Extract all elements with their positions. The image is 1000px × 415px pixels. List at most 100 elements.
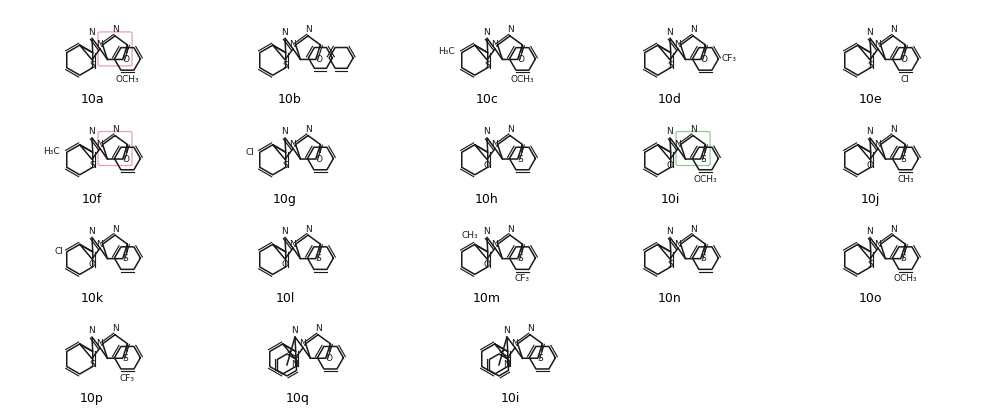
Text: N: N [282,28,288,37]
Text: S: S [123,354,128,363]
Text: S: S [89,360,95,369]
Text: N: N [690,125,696,134]
Text: N: N [484,227,490,236]
Text: S: S [867,261,873,269]
Text: H₃C: H₃C [438,47,454,56]
Text: N: N [96,40,103,49]
Text: N: N [89,28,95,37]
Text: 10l: 10l [275,293,295,305]
Text: S: S [867,61,873,70]
Text: N: N [690,25,696,34]
Text: O: O [316,55,323,64]
Text: O: O [281,261,288,269]
Text: N: N [874,40,881,49]
Text: N: N [674,40,681,49]
Text: N: N [507,225,513,234]
Text: S: S [484,61,490,70]
Text: N: N [674,140,681,149]
Text: N: N [667,227,673,236]
Text: N: N [507,125,513,134]
Text: 10e: 10e [858,93,882,106]
Text: S: S [316,254,321,263]
Text: N: N [527,324,533,333]
Text: 10g: 10g [273,193,297,206]
Text: S: S [282,61,288,70]
Text: CF₃: CF₃ [721,54,736,63]
Text: N: N [491,40,498,49]
Text: N: N [690,225,696,234]
Text: N: N [299,339,306,348]
Text: N: N [282,227,288,236]
Text: CF₃: CF₃ [120,374,135,383]
Text: N: N [491,140,498,149]
Text: N: N [96,239,103,249]
Text: 10q: 10q [286,392,310,405]
Text: N: N [867,28,873,37]
Text: N: N [96,140,103,149]
Text: N: N [890,25,896,34]
Text: O: O [701,55,708,64]
Text: 10o: 10o [858,293,882,305]
Text: O: O [666,161,673,170]
Text: O: O [123,55,130,64]
Text: S: S [701,254,706,263]
Text: S: S [282,161,288,170]
Text: S: S [701,154,706,164]
Text: N: N [305,225,311,234]
Text: S: S [89,61,95,70]
Text: N: N [874,140,881,149]
Text: N: N [484,127,490,136]
Text: N: N [289,140,296,149]
Text: N: N [504,360,510,369]
Text: CH₃: CH₃ [462,232,479,240]
Text: N: N [484,28,490,37]
Text: N: N [890,225,896,234]
Text: S: S [538,354,543,363]
Text: O: O [483,261,490,269]
Text: N: N [507,25,513,34]
Text: N: N [504,327,510,335]
Text: N: N [89,127,95,136]
Text: N: N [874,239,881,249]
Text: 10d: 10d [658,93,682,106]
Text: 10i: 10i [500,392,520,405]
Text: 10p: 10p [80,392,104,405]
Text: N: N [282,127,288,136]
Text: N: N [112,324,118,333]
Text: O: O [316,154,323,164]
Text: N: N [674,239,681,249]
Text: S: S [89,161,95,170]
Text: N: N [890,125,896,134]
Text: N: N [89,227,95,236]
Text: 10a: 10a [80,93,104,106]
Text: N: N [292,360,298,369]
Text: N: N [96,339,103,348]
Text: H₃C: H₃C [43,147,60,156]
Text: N: N [289,239,296,249]
Text: 10m: 10m [473,293,501,305]
Text: N: N [315,324,321,333]
Text: S: S [901,154,906,164]
Text: N: N [112,125,118,134]
Text: O: O [901,55,908,64]
Text: N: N [867,227,873,236]
Text: S: S [901,254,906,263]
Text: 10j: 10j [860,193,880,206]
Text: N: N [667,127,673,136]
Text: S: S [667,61,673,70]
Text: N: N [292,327,298,335]
Text: OCH₃: OCH₃ [116,75,139,84]
Text: N: N [867,127,873,136]
Text: CH₃: CH₃ [897,175,914,183]
Text: OCH₃: OCH₃ [694,175,717,183]
Text: O: O [518,55,525,64]
Text: S: S [518,154,523,164]
Text: OCH₃: OCH₃ [894,274,917,283]
Text: N: N [112,225,118,234]
Text: N: N [491,239,498,249]
Text: S: S [667,261,673,269]
Text: S: S [123,254,128,263]
Text: O: O [123,154,130,164]
Text: Cl: Cl [245,148,254,157]
Text: Cl: Cl [54,247,63,256]
